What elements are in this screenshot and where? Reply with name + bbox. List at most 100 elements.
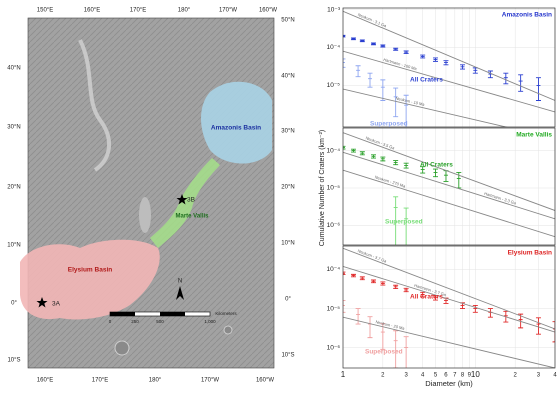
x-tick-label: 2 [513,373,517,379]
isochron-line [343,170,555,237]
isochron-line [343,133,555,211]
error-bar [433,169,438,177]
lat-label: 20°N [7,185,20,191]
error-bar [393,48,398,50]
x-tick-label: 5 [434,373,438,379]
panel: Neukum - 3.1 GaHartmann - 100 MaNeukum -… [341,8,556,138]
x-tick-label: 1 [341,370,346,379]
lat-label: 0° [11,301,17,307]
series-label: Superposed [385,219,423,226]
x-tick-label: 6 [444,373,448,379]
lat-label: 10°N [7,243,20,249]
isochron-line [343,51,555,112]
error-bar [371,280,376,283]
x-axis-label: Diameter (km) [425,379,473,388]
scale-label: 1,000 [204,319,216,324]
error-bar [473,68,478,73]
error-bar [404,288,409,291]
isochron-label: Neukum - 3.1 Ga [357,12,388,29]
scale-bar [160,312,185,316]
y-tick-label: 10⁻⁴ [327,44,341,51]
amazonis-region [201,82,272,164]
panel: Neukum - 3.7 GaHartmann - 3.7 GaNeukum -… [341,246,558,387]
error-bar [536,78,541,101]
series-label: All Craters [420,162,453,169]
y-tick-label: 10⁻⁶ [327,222,341,229]
lon-label: 160°W [256,378,274,384]
panel-title: Elysium Basin [508,250,552,257]
error-bar [368,73,373,87]
error-bar [404,51,409,54]
scale-bar [110,312,135,316]
lat-label: 50°N [281,18,294,24]
lat-label: 10°S [281,353,294,359]
x-tick-label: 4 [421,373,425,379]
lon-label: 180° [149,378,162,384]
region-label: Marte Vallis [175,214,209,220]
error-bar [371,155,376,158]
lat-label: 0° [285,297,291,303]
y-tick-label: 10⁻⁴ [327,266,341,273]
lat-label: 20°N [281,185,294,191]
isochron-label: Neukum - 10 Ma [395,95,426,107]
error-bar [356,66,361,77]
error-bar [443,61,448,65]
y-axis-label: Cumulative Number of Craters (km⁻²) [319,130,326,247]
error-bar [356,309,361,325]
error-bar [503,73,508,84]
error-bar [380,80,385,101]
lat-label: 10°N [281,241,294,247]
scale-label: 250 [131,319,139,324]
y-tick-label: 10⁻⁵ [327,82,341,89]
region-label: Amazonis Basin [211,125,261,132]
figure: 150°E160°E170°E180°170°W160°W160°E170°E1… [0,0,560,388]
y-tick-label: 10⁻⁶ [327,344,341,351]
error-bar [420,55,425,58]
x-tick-label: 3 [404,373,408,379]
isochron-line [343,11,555,100]
error-bar [460,65,465,69]
error-bar [393,88,398,117]
error-bar [368,317,373,338]
plot-frame [343,128,555,245]
error-bar [393,161,398,165]
isochron-label: Neukum - 3.7 Ga [357,248,388,264]
error-bar [360,152,365,155]
x-tick-label: 8 [461,373,465,379]
region-label: Elysium Basin [68,267,112,274]
lon-label: 170°E [92,378,108,384]
y-tick-label: 10⁻⁵ [327,305,341,312]
lon-label: 150°E [37,8,53,14]
x-tick-label: 7 [453,373,457,379]
x-tick-label: 4 [553,373,557,379]
isochron-label: Neukum - 20 Ma [375,319,406,331]
x-tick-label: 10 [471,370,480,379]
isochron-line [343,317,555,368]
error-bar [404,337,409,387]
x-tick-label: 3 [537,373,541,379]
error-bar [351,149,356,152]
error-bar [380,282,385,285]
series-label: Superposed [370,121,408,128]
isochron-label: Neukum - 3.5 Ga [365,135,396,150]
error-bar [393,285,398,288]
lon-label: 160°E [37,378,53,384]
error-bar [404,163,409,168]
series-label: All Craters [410,294,443,301]
page: 150°E160°E170°E180°170°W160°W160°E170°E1… [0,0,560,388]
scale-label: 500 [156,319,164,324]
x-tick-label: 2 [381,373,385,379]
lon-label: 180° [178,8,191,14]
lat-label: 40°N [281,74,294,80]
point-label: 3A [52,301,61,308]
lon-label: 160°W [259,8,277,14]
lat-label: 30°N [281,129,294,135]
error-bar [360,277,365,280]
lat-label: 30°N [7,125,20,131]
error-bar [518,75,523,91]
error-bar [443,171,448,182]
lon-label: 170°W [219,8,237,14]
lat-label: 10°S [7,358,20,364]
series-label: All Craters [410,77,443,84]
